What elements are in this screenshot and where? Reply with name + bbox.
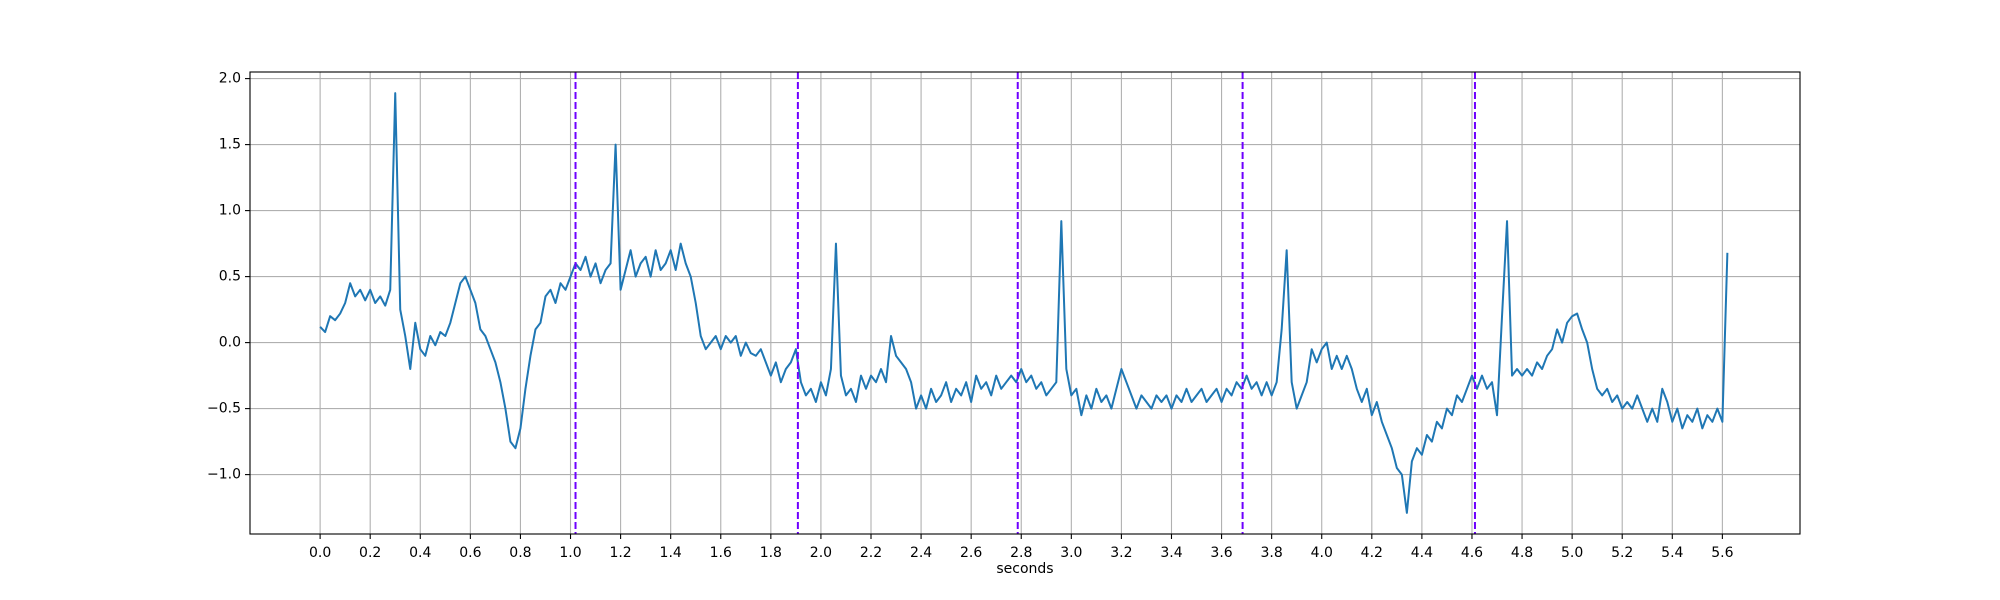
- x-tick-label: 1.0: [559, 545, 581, 561]
- x-axis-label: seconds: [996, 561, 1053, 577]
- y-tick-label: 0.5: [219, 269, 241, 285]
- x-tick-label: 5.6: [1711, 545, 1733, 561]
- x-tick-label: 2.8: [1010, 545, 1032, 561]
- x-tick-label: 3.4: [1160, 545, 1182, 561]
- x-tick-label: 0.2: [359, 545, 381, 561]
- plot-frame: [249, 71, 1801, 535]
- x-tick-label: 2.4: [910, 545, 932, 561]
- x-tick-label: 5.4: [1661, 545, 1683, 561]
- x-tick-label: 1.6: [710, 545, 732, 561]
- x-tick-label: 2.6: [960, 545, 982, 561]
- x-tick-label: 2.2: [860, 545, 882, 561]
- x-tick-label: 4.6: [1461, 545, 1483, 561]
- x-tick-label: 1.4: [660, 545, 682, 561]
- x-tick-label: 4.4: [1411, 545, 1433, 561]
- y-tick-label: −0.5: [207, 401, 241, 417]
- x-tick-label: 5.0: [1561, 545, 1583, 561]
- x-tick-label: 0.8: [509, 545, 531, 561]
- y-tick-label: 2.0: [219, 71, 241, 87]
- x-tick-label: 0.4: [409, 545, 431, 561]
- y-tick-label: 1.0: [219, 203, 241, 219]
- x-tick-label: 4.8: [1511, 545, 1533, 561]
- x-tick-label: 4.2: [1361, 545, 1383, 561]
- x-tick-label: 1.2: [609, 545, 631, 561]
- x-tick-label: 0.0: [309, 545, 331, 561]
- signal-line: [319, 92, 1729, 514]
- x-tick-label: 5.2: [1611, 545, 1633, 561]
- x-tick-label: 1.8: [760, 545, 782, 561]
- y-tick-label: 0.0: [219, 335, 241, 351]
- y-tick-label: 1.5: [219, 137, 241, 153]
- x-tick-label: 3.8: [1261, 545, 1283, 561]
- x-tick-label: 0.6: [459, 545, 481, 561]
- y-tick-label: −1.0: [207, 467, 241, 483]
- x-tick-label: 3.6: [1210, 545, 1232, 561]
- x-tick-label: 3.0: [1060, 545, 1082, 561]
- x-tick-label: 2.0: [810, 545, 832, 561]
- x-tick-label: 3.2: [1110, 545, 1132, 561]
- x-tick-label: 4.0: [1311, 545, 1333, 561]
